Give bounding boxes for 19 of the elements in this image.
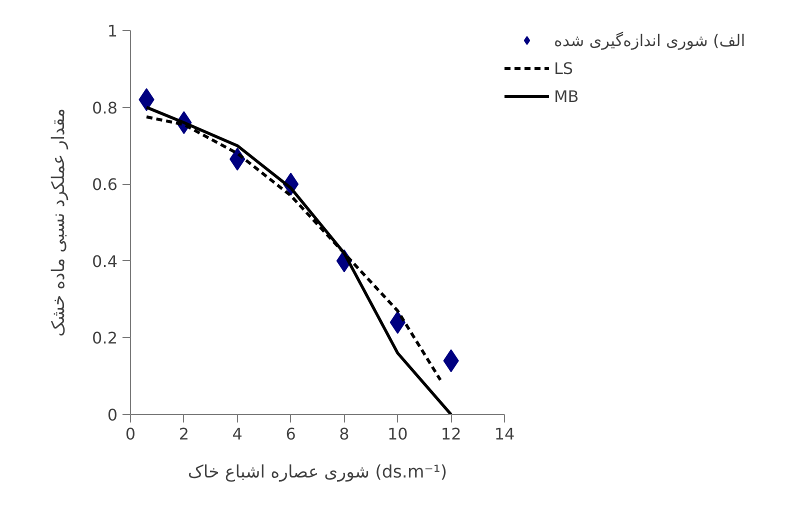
x-tick-label: 10 [387, 424, 408, 444]
y-tick-label: 0.6 [92, 175, 118, 194]
y-axis-title: مقدار عملکرد نسبی ماده خشک [49, 108, 70, 337]
y-tick-label: 0.2 [92, 328, 118, 348]
x-tick-label: 4 [232, 424, 242, 444]
y-tick-label: 0 [107, 406, 118, 424]
legend-label: الف) شوری اندازه‌گیری شده [554, 30, 746, 50]
legend-label: LS [554, 58, 574, 78]
y-tick-label: 1 [107, 22, 118, 40]
x-tick-label: 0 [125, 424, 136, 444]
x-tick-label: 8 [339, 424, 350, 444]
x-axis-title: شوری عصاره اشباع خاک (ds.m⁻¹) [188, 462, 448, 482]
x-tick-label: 14 [494, 424, 515, 444]
x-tick-label: 12 [440, 424, 462, 444]
x-tick-label: 6 [286, 424, 296, 444]
y-tick-label: 0.4 [92, 252, 118, 271]
y-tick-label: 0.8 [92, 98, 118, 118]
legend-label: MB [554, 86, 579, 106]
x-tick-label: 2 [178, 424, 190, 444]
